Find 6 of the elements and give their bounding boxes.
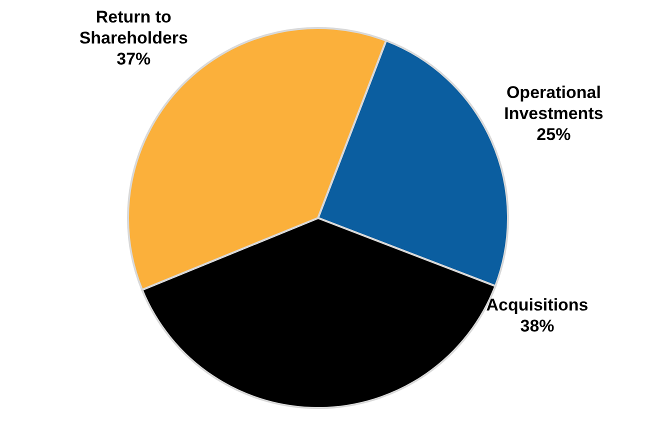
data-label: 38% <box>520 316 554 336</box>
data-label: 25% <box>536 125 571 144</box>
slice-label: Acquisitions <box>486 296 588 315</box>
slice-label: Return to Shareholders <box>79 7 188 48</box>
data-label: 37% <box>116 49 151 68</box>
slice-label: Operational Investments <box>504 83 604 124</box>
